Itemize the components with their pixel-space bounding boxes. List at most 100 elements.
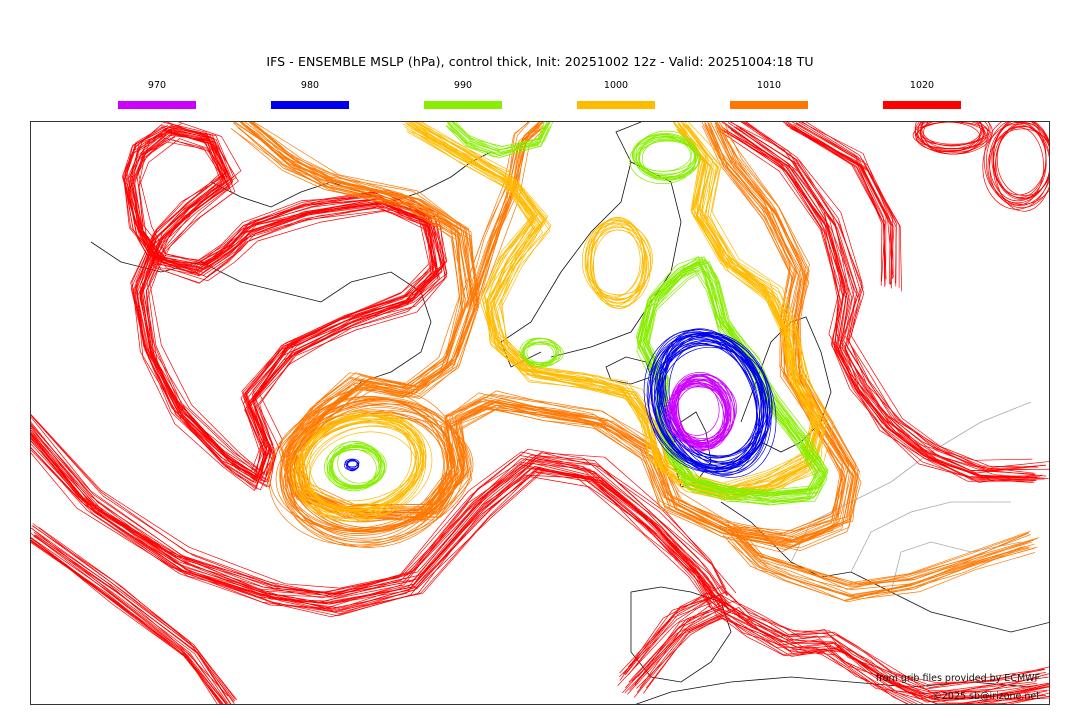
legend-label: 990: [453, 80, 473, 91]
isobar-1020: [795, 122, 897, 287]
isobar-1010: [283, 410, 472, 541]
isobar-990: [522, 338, 558, 365]
isobar-1020: [987, 128, 1049, 205]
isobar-1020: [622, 586, 1045, 688]
isobar-1010: [731, 529, 1032, 595]
isobar-1020: [631, 595, 1049, 685]
isobar-1000: [309, 415, 417, 505]
legend-swatch: [577, 101, 655, 109]
isobar-1010: [232, 122, 844, 544]
isobar-1000: [406, 122, 818, 493]
legend-swatch: [271, 101, 349, 109]
isobar-1010: [730, 529, 1034, 588]
isobar-1020: [629, 608, 1049, 697]
isobar-1020: [745, 122, 1049, 468]
isobar-1020: [31, 435, 728, 613]
isobar-1010: [233, 125, 847, 545]
isobar-970: [677, 374, 734, 446]
isobar-1020: [35, 535, 232, 704]
isobar-1010: [280, 399, 465, 546]
scandinavia-coast: [740, 316, 832, 453]
isobar-1020: [31, 527, 229, 697]
isobar-1020: [730, 122, 1038, 474]
copyright-credit: ©2025 sb@irizone.net: [932, 691, 1040, 702]
isobar-990: [521, 343, 562, 364]
isobar-1020: [31, 447, 713, 610]
isobar-1020: [31, 414, 727, 595]
legend-label: 980: [300, 80, 320, 91]
isobar-1020: [124, 137, 434, 490]
isobar-1010: [727, 529, 1026, 585]
isobar-980: [660, 343, 761, 470]
isobar-1020: [38, 527, 238, 701]
isobar-1020: [782, 122, 886, 282]
isobar-1020: [729, 131, 1037, 483]
isobar-1020: [718, 127, 1029, 480]
isobar-990: [448, 122, 551, 151]
isobar-1010: [727, 536, 1026, 602]
isobar-980: [662, 328, 762, 463]
isobar-1000: [410, 127, 819, 498]
isobar-1020: [743, 122, 1049, 470]
isobar-1020: [31, 447, 720, 611]
isobar-990: [633, 133, 696, 178]
canada-arctic-coast: [90, 241, 432, 403]
isobar-1020: [988, 122, 1047, 202]
isobar-1000: [587, 221, 652, 299]
legend-label: 1010: [756, 80, 782, 91]
isobar-980: [346, 460, 360, 470]
isobar-1010: [289, 402, 457, 548]
isobar-1000: [587, 218, 644, 307]
isobar-1020: [619, 596, 1039, 700]
isobar-1000: [585, 219, 643, 297]
isobar-970: [671, 378, 726, 441]
isobar-1010: [233, 122, 841, 543]
isobar-990: [639, 268, 823, 504]
coastline-layer: [90, 122, 1049, 704]
isobar-1020: [31, 438, 715, 599]
isobar-980: [662, 333, 777, 478]
isobar-980: [646, 333, 765, 469]
isobar-1020: [745, 122, 1047, 472]
isobar-1020: [985, 122, 1049, 206]
legend-item-1020: 1020: [883, 80, 961, 109]
isobar-1020: [31, 532, 227, 704]
isobar-1020: [633, 618, 1049, 704]
legend-swatch: [730, 101, 808, 109]
isobar-1020: [31, 537, 223, 704]
isobar-1010: [735, 537, 1035, 600]
isobar-990: [329, 446, 381, 487]
legend-swatch: [883, 101, 961, 109]
isobar-1000: [590, 216, 646, 304]
isobar-1020: [33, 532, 236, 702]
isobar-1020: [992, 122, 1049, 201]
isobar-1010: [239, 122, 849, 537]
isobar-1020: [982, 123, 1049, 210]
legend-swatch: [424, 101, 502, 109]
isobar-1020: [787, 122, 886, 286]
isobar-980: [654, 333, 762, 458]
isobar-1020: [920, 122, 983, 149]
isobar-1020: [624, 617, 1047, 704]
chart-title: IFS - ENSEMBLE MSLP (hPa), control thick…: [266, 54, 814, 69]
isobar-1020: [914, 122, 993, 155]
isobar-1020: [32, 523, 235, 703]
isobar-1020: [917, 122, 989, 145]
isobar-1020: [31, 434, 721, 605]
isobar-1020: [34, 534, 235, 704]
isobar-map: [30, 121, 1050, 705]
map-canvas: [31, 122, 1049, 704]
isobar-990: [635, 130, 698, 179]
isobar-1020: [729, 122, 1033, 461]
isobar-1000: [407, 123, 819, 500]
isobar-1010: [732, 538, 1029, 598]
isobar-1020: [31, 537, 228, 704]
isobar-1000: [299, 422, 418, 516]
isobar-1020: [785, 124, 886, 288]
isobar-990: [632, 138, 696, 172]
isobar-1020: [619, 592, 1045, 690]
isobar-1020: [740, 127, 1045, 481]
isobar-1010: [251, 128, 860, 549]
isobar-1020: [721, 122, 1034, 474]
isobar-1010: [241, 122, 844, 535]
